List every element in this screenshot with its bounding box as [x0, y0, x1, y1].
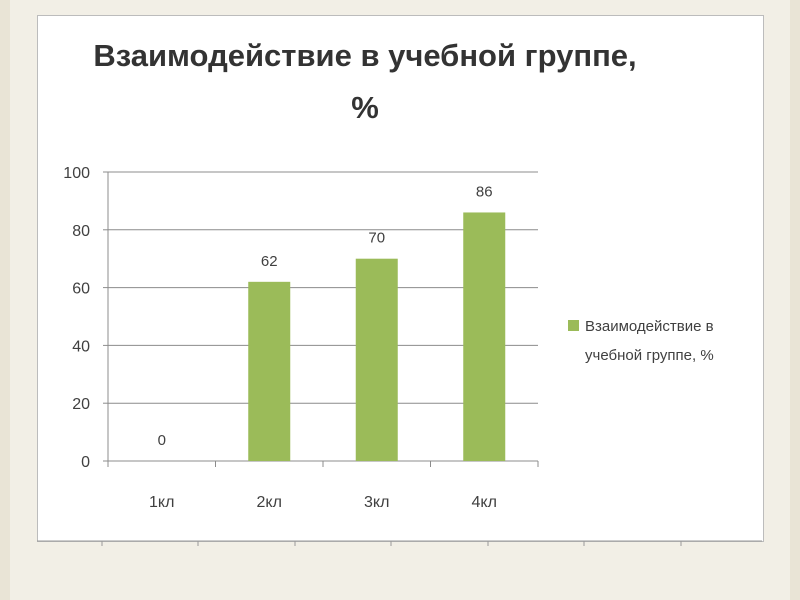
- y-tick-label: 20: [72, 396, 90, 413]
- bar: [355, 258, 398, 461]
- data-label: 86: [476, 183, 493, 200]
- y-tick-label: 80: [72, 223, 90, 240]
- bar: [248, 281, 291, 461]
- y-tick-label: 60: [72, 281, 90, 298]
- legend-label: Взаимодействие в: [585, 318, 714, 335]
- bar: [463, 212, 506, 461]
- chart-title: Взаимодействие в учебной группе, %: [93, 38, 637, 125]
- y-tick-label: 100: [63, 165, 90, 182]
- x-tick-label: 3кл: [364, 494, 389, 511]
- y-tick-label: 40: [72, 338, 90, 355]
- data-label: 62: [261, 253, 278, 270]
- data-label: 70: [368, 230, 385, 247]
- legend-label: учебной группе, %: [585, 347, 714, 364]
- x-tick-label: 2кл: [257, 494, 282, 511]
- chart-area: [37, 15, 764, 542]
- data-label: 0: [158, 432, 166, 449]
- legend-swatch: [568, 320, 579, 331]
- table-lines: [37, 540, 762, 546]
- y-tick-label: 0: [81, 454, 90, 471]
- x-tick-label: 1кл: [149, 494, 174, 511]
- x-tick-label: 4кл: [472, 494, 497, 511]
